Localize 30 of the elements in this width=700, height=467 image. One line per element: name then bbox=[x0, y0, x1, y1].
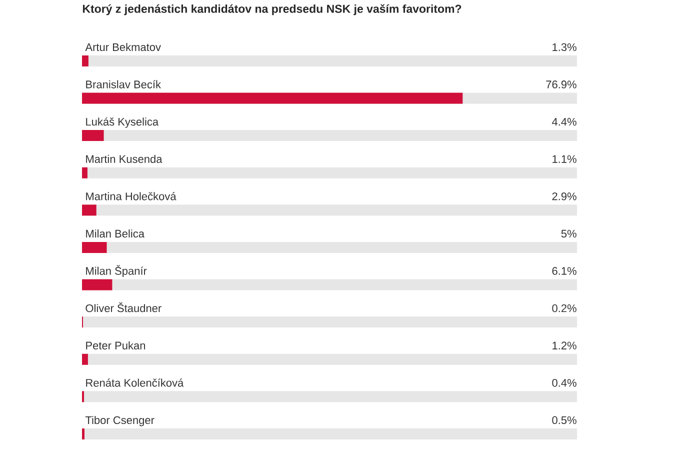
data-label: 0.4% bbox=[552, 378, 576, 387]
y-tick-label: Milan Belica bbox=[86, 229, 144, 238]
y-tick-label: Tibor Csenger bbox=[85, 416, 154, 426]
data-label: 4.4% bbox=[552, 118, 576, 126]
bar bbox=[82, 130, 104, 142]
chart-title: Ktorý z jedenástich kandidátov na predsedu NSK je vaším favoritom? bbox=[82, 4, 462, 16]
bar bbox=[82, 242, 107, 253]
bar bbox=[82, 354, 88, 365]
y-tick-label: Milan Španír bbox=[86, 265, 147, 278]
bar bbox=[82, 55, 88, 66]
y-tick-label: Peter Pukan bbox=[86, 341, 146, 350]
y-tick-label: Artur Bekmatov bbox=[85, 42, 161, 52]
data-label: 1.1% bbox=[552, 155, 576, 163]
data-label: 5% bbox=[561, 230, 576, 238]
bar bbox=[82, 167, 88, 178]
y-tick-label: Martin Kusenda bbox=[86, 154, 162, 163]
y-tick-label: Lukáš Kyselica bbox=[86, 117, 159, 128]
bar bbox=[82, 204, 96, 216]
y-tick-label: Branislav Becík bbox=[86, 80, 162, 88]
bar bbox=[82, 279, 112, 290]
y-tick-label: Martina Holečková bbox=[86, 192, 176, 200]
data-label: 6.1% bbox=[552, 267, 576, 275]
data-label: 76.9% bbox=[546, 80, 576, 88]
data-label: 2.9% bbox=[552, 192, 576, 200]
data-label: 1.3% bbox=[552, 43, 576, 52]
data-label: 0.2% bbox=[552, 304, 576, 312]
y-tick-label: Oliver Štaudner bbox=[86, 302, 162, 312]
data-label: 1.2% bbox=[552, 342, 576, 350]
data-label: 0.5% bbox=[552, 416, 576, 424]
y-tick-label: Renáta Kolenčíková bbox=[86, 378, 184, 387]
